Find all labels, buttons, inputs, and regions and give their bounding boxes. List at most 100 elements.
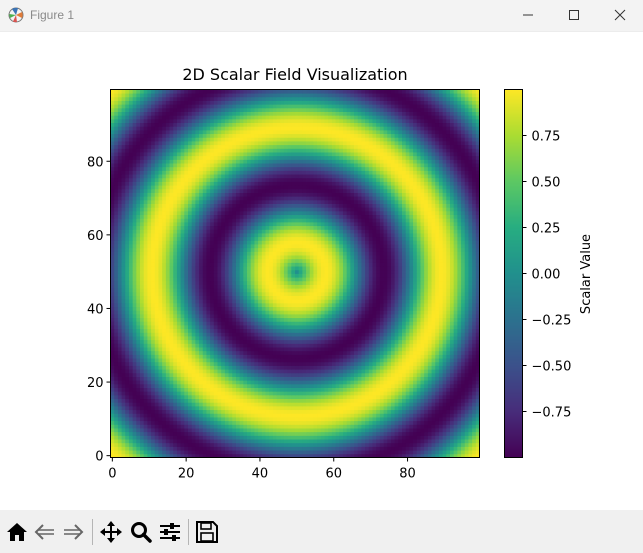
heatmap-cell	[239, 361, 244, 366]
matplotlib-icon	[7, 6, 25, 24]
heatmap-cell	[143, 380, 148, 385]
heatmap-cell	[464, 277, 469, 282]
heatmap-cell	[324, 350, 329, 355]
heatmap-cell	[247, 280, 252, 285]
heatmap-cell	[461, 325, 466, 330]
heatmap-cell	[291, 450, 296, 455]
heatmap-cell	[302, 328, 307, 333]
heatmap-cell	[331, 343, 336, 348]
heatmap-cell	[287, 361, 292, 366]
heatmap-cell	[291, 325, 296, 330]
heatmap-cell	[217, 446, 222, 451]
heatmap-cell	[405, 431, 410, 436]
heatmap-cell	[162, 369, 167, 374]
heatmap-cell	[140, 394, 145, 400]
heatmap-cell	[180, 417, 185, 422]
heatmap-cell	[128, 372, 134, 377]
heatmap-cell	[398, 435, 403, 440]
heatmap-cell	[110, 391, 115, 396]
heatmap-cell	[427, 442, 432, 447]
heatmap-cell	[402, 398, 407, 403]
minimize-button[interactable]	[505, 0, 551, 31]
heatmap-cell	[413, 398, 418, 403]
heatmap-cell	[424, 332, 429, 337]
heatmap-cell	[184, 409, 189, 414]
close-button[interactable]	[597, 0, 643, 31]
heatmap-cell	[390, 442, 396, 447]
heatmap-cell	[346, 439, 351, 444]
heatmap-cell	[287, 424, 292, 429]
heatmap-cell	[324, 450, 329, 455]
heatmap-cell	[413, 376, 418, 381]
heatmap-cell	[306, 365, 311, 370]
heatmap-cell	[232, 325, 237, 330]
heatmap-cell	[387, 446, 392, 451]
heatmap-cell	[442, 413, 447, 418]
heatmap-cell	[424, 424, 429, 429]
heatmap-cell	[295, 424, 300, 429]
heatmap-cell	[213, 317, 218, 322]
heatmap-cell	[394, 280, 399, 285]
heatmap-cell	[261, 284, 266, 289]
heatmap-cell	[217, 435, 222, 440]
heatmap-cell	[409, 288, 414, 293]
maximize-button[interactable]	[551, 0, 597, 31]
heatmap-cell	[184, 299, 189, 304]
heatmap-cell	[265, 328, 270, 333]
heatmap-cell	[320, 332, 325, 337]
heatmap-cell	[191, 317, 196, 322]
heatmap-cell	[136, 439, 141, 444]
heatmap-cell	[368, 358, 373, 363]
heatmap-cell	[390, 435, 396, 440]
chart-svg[interactable]: 2D Scalar Field Visualization 0 20 40 60 80 …	[0, 32, 643, 510]
heatmap-cell	[173, 332, 178, 337]
heatmap-cell	[235, 317, 241, 322]
heatmap-cell	[427, 417, 432, 422]
heatmap-cell	[438, 442, 443, 447]
heatmap-cell	[158, 409, 163, 414]
heatmap-cell	[320, 295, 325, 300]
heatmap-cell	[398, 291, 403, 296]
heatmap-cell	[354, 380, 359, 385]
title-bar[interactable]: Figure 1	[0, 0, 643, 32]
heatmap-cell	[416, 431, 421, 436]
heatmap-cell	[210, 428, 215, 433]
heatmap-cell	[140, 325, 145, 330]
heatmap-cell	[191, 383, 196, 388]
heatmap-cell	[453, 453, 458, 458]
heatmap-cell	[235, 409, 241, 414]
heatmap-cell	[228, 446, 233, 451]
heatmap-cell	[180, 325, 185, 330]
heatmap-cell	[169, 409, 174, 414]
heatmap-cell	[438, 321, 443, 326]
heatmap-cell	[350, 387, 355, 392]
heatmap-cell	[442, 402, 447, 407]
heatmap-cell	[136, 291, 141, 296]
heatmap-cell	[354, 376, 359, 381]
heatmap-cell	[453, 299, 458, 304]
heatmap-cell	[390, 317, 396, 322]
heatmap-cell	[154, 361, 159, 366]
heatmap-cell	[221, 284, 226, 289]
heatmap-cell	[151, 446, 156, 451]
heatmap-cell	[295, 306, 300, 311]
heatmap-cell	[350, 295, 355, 300]
heatmap-cell	[291, 299, 296, 304]
heatmap-cell	[438, 277, 443, 282]
heatmap-cell	[125, 280, 130, 285]
heatmap-cell	[365, 347, 370, 352]
heatmap-cell	[387, 343, 392, 348]
figure-canvas[interactable]: 2D Scalar Field Visualization 0 20 40 60 80 …	[0, 32, 643, 510]
heatmap-cell	[151, 398, 156, 403]
heatmap-cell	[291, 280, 296, 285]
heatmap-cell	[213, 332, 218, 337]
heatmap-cell	[210, 439, 215, 444]
heatmap-cell	[339, 325, 344, 330]
heatmap-cell	[464, 350, 469, 355]
heatmap-cell	[365, 361, 370, 366]
heatmap-cell	[416, 321, 421, 326]
heatmap-cell	[217, 336, 222, 341]
heatmap-cell	[361, 277, 366, 282]
heatmap-cell	[405, 280, 410, 285]
heatmap-cell	[472, 280, 477, 285]
